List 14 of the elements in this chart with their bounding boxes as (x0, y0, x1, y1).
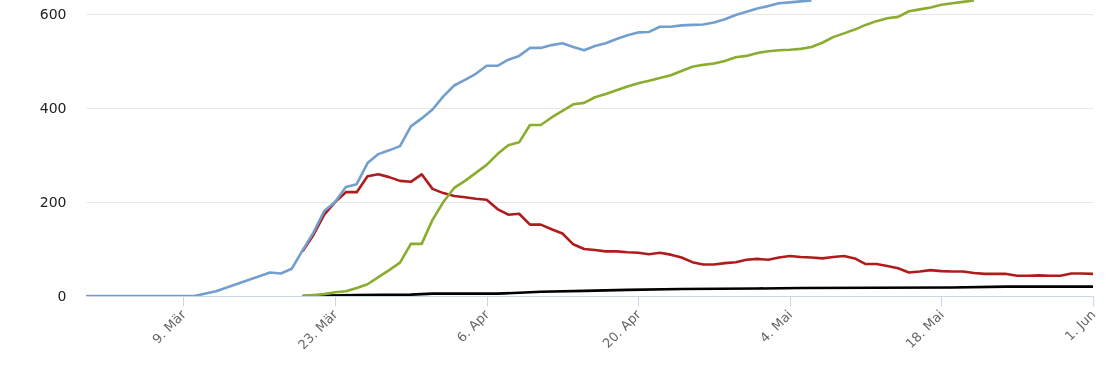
x-tick-label: 6. Apr (453, 306, 493, 346)
x-tick-label: 18. Mai (902, 306, 947, 352)
x-tick-label: 20. Apr (599, 306, 645, 351)
y-tick-label: 600 (39, 5, 67, 22)
y-tick-label: 400 (39, 99, 67, 116)
x-tick-label: 4. Mai (756, 306, 796, 346)
y-tick-label: 200 (39, 193, 67, 210)
line-series (301, 173, 1093, 278)
y-tick-label: 0 (57, 287, 67, 304)
x-tick-label: 1. Jun (1061, 306, 1099, 344)
x-tick-label: 9. Mär (149, 306, 190, 347)
line-series (86, 0, 813, 296)
line-series (301, 0, 976, 296)
x-tick-label: 23. Mär (294, 306, 341, 353)
